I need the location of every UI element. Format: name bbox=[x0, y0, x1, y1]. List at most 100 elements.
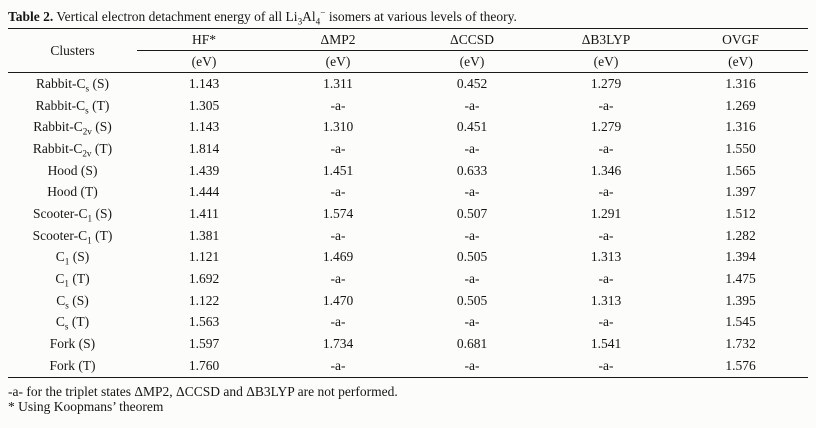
value-cell: -a- bbox=[330, 314, 346, 330]
value-cell: 1.122 bbox=[188, 292, 220, 308]
value-cell: 0.681 bbox=[456, 336, 488, 352]
header-clusters: Clusters bbox=[8, 28, 137, 73]
value-cell: 1.311 bbox=[323, 75, 353, 91]
value-cell: -a- bbox=[464, 271, 480, 287]
table-row: Rabbit-C2v (S) 1.143 1.310 0.451 1.279 1.316 bbox=[8, 116, 808, 138]
table-row: C1 (S) 1.121 1.469 0.505 1.313 1.394 bbox=[8, 247, 808, 269]
value-cell: 0.507 bbox=[456, 205, 488, 221]
value-cell: 1.439 bbox=[188, 162, 220, 178]
value-cell: -a- bbox=[598, 271, 614, 287]
value-cell: 1.143 bbox=[188, 75, 220, 91]
value-cell: 1.282 bbox=[725, 227, 756, 243]
header-ovgf: OVGF bbox=[673, 28, 808, 51]
value-cell: -a- bbox=[598, 184, 614, 200]
unit-cell-mp2: (eV) bbox=[271, 50, 405, 73]
table-row: Scooter-C1 (S) 1.411 1.574 0.507 1.291 1.512 bbox=[8, 203, 808, 225]
value-cell: 0.451 bbox=[456, 119, 488, 135]
cluster-label: Fork (S) bbox=[49, 336, 96, 352]
value-cell: 1.550 bbox=[725, 140, 756, 156]
value-cell: 1.470 bbox=[322, 292, 354, 308]
value-cell: 0.452 bbox=[456, 75, 488, 91]
value-cell: -a- bbox=[598, 227, 614, 243]
value-cell: 0.633 bbox=[456, 162, 488, 178]
footnote-a: -a- for the triplet states ΔMP2, ΔCCSD a… bbox=[8, 383, 398, 399]
value-cell: 1.395 bbox=[725, 292, 756, 308]
value-cell: -a- bbox=[598, 97, 614, 113]
table-row: Fork (T) 1.760 -a- -a- -a- 1.576 bbox=[8, 355, 808, 377]
value-cell: -a- bbox=[330, 357, 346, 373]
value-cell: 1.279 bbox=[590, 75, 622, 91]
value-cell: -a- bbox=[464, 97, 480, 113]
value-cell: 1.143 bbox=[188, 119, 220, 135]
table-row: Fork (S) 1.597 1.734 0.681 1.541 1.732 bbox=[8, 333, 808, 355]
value-cell: 1.732 bbox=[725, 336, 756, 352]
header-hf: HF* bbox=[137, 28, 271, 51]
cluster-label: Rabbit-Cs (T) bbox=[35, 97, 110, 116]
value-cell: 1.291 bbox=[590, 205, 622, 221]
value-cell: -a- bbox=[598, 140, 614, 156]
value-cell: -a- bbox=[464, 357, 480, 373]
value-cell: 1.397 bbox=[725, 184, 756, 200]
value-cell: 1.760 bbox=[188, 357, 220, 373]
cluster-label: Cs (S) bbox=[56, 292, 89, 311]
value-cell: -a- bbox=[330, 140, 346, 156]
value-cell: -a- bbox=[598, 357, 614, 373]
table-row: Rabbit-C2v (T) 1.814 -a- -a- -a- 1.550 bbox=[8, 138, 808, 160]
value-cell: -a- bbox=[598, 314, 614, 330]
value-cell: 1.444 bbox=[188, 184, 220, 200]
value-cell: 1.451 bbox=[322, 162, 354, 178]
cluster-label: Rabbit-C2v (T) bbox=[32, 140, 113, 159]
value-cell: 1.565 bbox=[725, 162, 756, 178]
value-cell: 1.279 bbox=[590, 119, 622, 135]
cluster-label: Rabbit-Cs (S) bbox=[36, 75, 109, 94]
value-cell: 1.541 bbox=[590, 336, 622, 352]
value-cell: 1.269 bbox=[725, 97, 756, 113]
cluster-label: Hood (T) bbox=[47, 184, 98, 200]
vde-table: Clusters HF* ΔMP2 ΔCCSD ΔB3LYP OVGF (eV)… bbox=[8, 28, 808, 378]
value-cell: 1.576 bbox=[725, 357, 756, 373]
value-cell: 1.734 bbox=[322, 336, 354, 352]
value-cell: 1.316 bbox=[725, 119, 756, 135]
value-cell: -a- bbox=[330, 184, 346, 200]
value-cell: 1.563 bbox=[188, 314, 220, 330]
unit-cell-b3lyp: (eV) bbox=[539, 50, 673, 73]
table-row: Cs (S) 1.122 1.470 0.505 1.313 1.395 bbox=[8, 290, 808, 312]
header-b3lyp: ΔB3LYP bbox=[539, 28, 673, 51]
value-cell: 1.814 bbox=[188, 140, 220, 156]
value-cell: 1.305 bbox=[188, 97, 220, 113]
value-cell: -a- bbox=[330, 227, 346, 243]
cluster-label: Fork (T) bbox=[49, 357, 96, 373]
unit-cell-ccsd: (eV) bbox=[405, 50, 539, 73]
value-cell: 0.505 bbox=[456, 292, 488, 308]
unit-cell-hf: (eV) bbox=[137, 50, 271, 73]
value-cell: -a- bbox=[464, 227, 480, 243]
table-row: Hood (T) 1.444 -a- -a- -a- 1.397 bbox=[8, 181, 808, 203]
footnote-asterisk: * Using Koopmans’ theorem bbox=[8, 399, 164, 415]
cluster-label: C1 (S) bbox=[55, 249, 90, 268]
table-row: Rabbit-Cs (T) 1.305 -a- -a- -a- 1.269 bbox=[8, 95, 808, 117]
value-cell: -a- bbox=[464, 184, 480, 200]
unit-cell-ovgf: (eV) bbox=[673, 50, 808, 73]
value-cell: 1.574 bbox=[322, 205, 354, 221]
value-cell: 1.411 bbox=[189, 205, 219, 221]
cluster-label: Scooter-C1 (S) bbox=[33, 205, 112, 224]
cluster-label: Cs (T) bbox=[55, 314, 90, 333]
table-row: Hood (S) 1.439 1.451 0.633 1.346 1.565 bbox=[8, 160, 808, 182]
table-title: Table 2. Vertical electron detachment en… bbox=[8, 7, 517, 27]
table-row: Cs (T) 1.563 -a- -a- -a- 1.545 bbox=[8, 312, 808, 334]
table-row: Rabbit-Cs (S) 1.143 1.311 0.452 1.279 1.316 bbox=[8, 73, 808, 95]
value-cell: -a- bbox=[464, 140, 480, 156]
value-cell: 1.313 bbox=[590, 292, 622, 308]
cluster-label: Scooter-C1 (T) bbox=[32, 227, 113, 246]
table-row: Scooter-C1 (T) 1.381 -a- -a- -a- 1.282 bbox=[8, 225, 808, 247]
value-cell: 1.313 bbox=[590, 249, 622, 265]
value-cell: 0.505 bbox=[456, 249, 488, 265]
value-cell: 1.316 bbox=[725, 75, 756, 91]
value-cell: 1.469 bbox=[322, 249, 354, 265]
footnotes: -a- for the triplet states ΔMP2, ΔCCSD a… bbox=[8, 384, 808, 415]
cluster-label: Hood (S) bbox=[47, 162, 98, 178]
value-cell: 1.545 bbox=[725, 314, 756, 330]
header-mp2: ΔMP2 bbox=[271, 28, 405, 51]
value-cell: 1.512 bbox=[725, 205, 756, 221]
header-ccsd: ΔCCSD bbox=[405, 28, 539, 51]
